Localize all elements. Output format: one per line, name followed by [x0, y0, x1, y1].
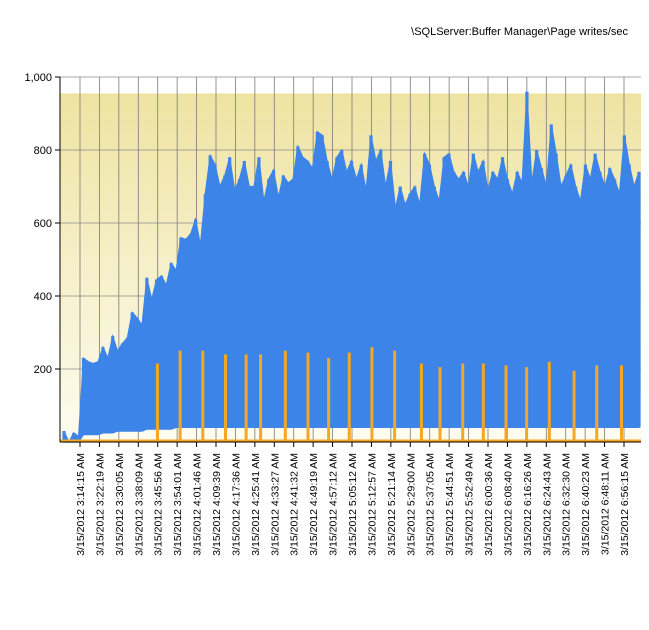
x-tick-label: 3/15/2012 6:00:36 AM	[483, 453, 495, 556]
x-tick-label: 3/15/2012 3:30:05 AM	[114, 453, 126, 556]
x-tick-label: 3/15/2012 3:45:56 AM	[153, 453, 165, 556]
x-tick-label: 3/15/2012 5:44:51 AM	[444, 453, 456, 556]
x-tick-label: 3/15/2012 5:12:57 AM	[366, 453, 378, 556]
y-tick-label: 400	[34, 291, 52, 303]
x-tick-label: 3/15/2012 4:09:39 AM	[211, 453, 223, 556]
x-tick-label: 3/15/2012 6:40:23 AM	[580, 453, 592, 556]
y-tick-label: 600	[34, 218, 52, 230]
x-tick-label: 3/15/2012 5:29:00 AM	[405, 453, 417, 556]
x-tick-label: 3/15/2012 4:01:46 AM	[192, 453, 204, 556]
x-tick-label: 3/15/2012 6:48:11 AM	[600, 453, 612, 555]
x-tick-label: 3/15/2012 3:22:19 AM	[94, 453, 106, 556]
x-axis-ticks: 3/15/2012 3:14:15 AM 3/15/2012 3:22:19 AM…	[75, 442, 631, 556]
x-tick-label: 3/15/2012 5:21:14 AM	[386, 453, 398, 556]
x-tick-label: 3/15/2012 6:24:43 AM	[541, 453, 553, 556]
y-tick-label: 200	[34, 364, 52, 376]
x-tick-label: 3/15/2012 6:32:30 AM	[561, 453, 573, 556]
x-tick-label: 3/15/2012 4:41:32 AM	[289, 453, 301, 556]
x-tick-label: 3/15/2012 3:14:15 AM	[75, 453, 87, 556]
x-tick-label: 3/15/2012 4:49:19 AM	[308, 453, 320, 556]
y-tick-label: 800	[34, 145, 52, 157]
x-tick-label: 3/15/2012 6:56:15 AM	[619, 453, 631, 556]
x-tick-label: 3/15/2012 5:37:05 AM	[425, 453, 437, 556]
x-tick-label: 3/15/2012 6:16:26 AM	[522, 453, 534, 556]
x-tick-label: 3/15/2012 6:08:40 AM	[502, 453, 514, 556]
x-tick-label: 3/15/2012 5:05:12 AM	[347, 453, 359, 556]
axes	[59, 77, 641, 443]
chart-title: \SQLServer:Buffer Manager\Page writes/se…	[411, 26, 628, 38]
x-tick-label: 3/15/2012 3:38:09 AM	[133, 453, 145, 556]
x-tick-label: 3/15/2012 4:25:41 AM	[250, 453, 262, 556]
x-tick-label: 3/15/2012 3:54:01 AM	[172, 453, 184, 556]
y-axis-ticks: 200 400 600 800 1,000	[24, 72, 60, 376]
x-tick-label: 3/15/2012 4:57:12 AM	[328, 453, 340, 556]
y-tick-label: 1,000	[24, 72, 52, 84]
x-tick-label: 3/15/2012 5:52:49 AM	[464, 453, 476, 556]
x-tick-label: 3/15/2012 4:33:27 AM	[269, 453, 281, 556]
x-tick-label: 3/15/2012 4:17:36 AM	[230, 453, 242, 556]
series-orange-spikes	[60, 347, 641, 442]
